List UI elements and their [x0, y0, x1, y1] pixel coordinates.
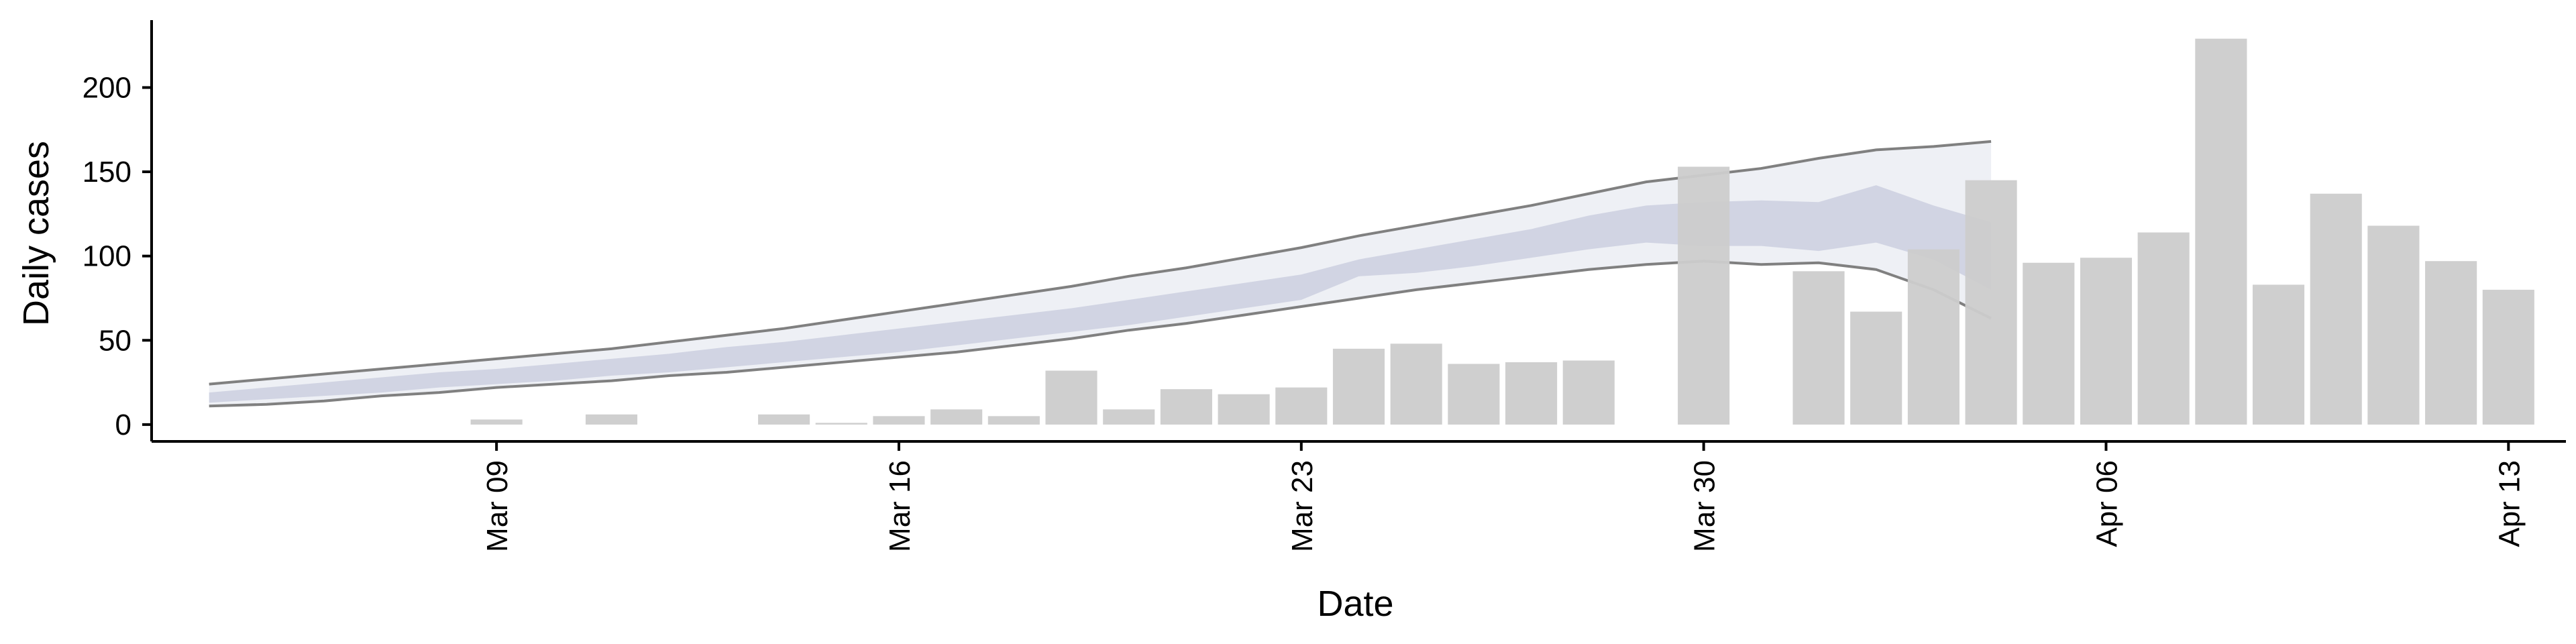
bar: [585, 414, 638, 425]
bar: [2137, 232, 2190, 425]
bar: [1907, 249, 1960, 425]
y-tick-label: 0: [115, 409, 131, 441]
x-tick-label: Mar 09: [481, 460, 514, 552]
bar: [1275, 387, 1328, 425]
bar: [1850, 311, 1902, 425]
bar: [1965, 180, 2017, 425]
x-tick-label: Apr 06: [2090, 460, 2123, 547]
bar: [1332, 348, 1385, 425]
x-tick-label: Mar 16: [883, 460, 916, 552]
y-tick-label: 200: [83, 71, 131, 104]
bar: [815, 423, 867, 425]
inner-projection-band: [209, 185, 1992, 403]
bar: [1792, 271, 1845, 425]
bar: [2310, 193, 2362, 425]
bar: [2252, 284, 2305, 425]
bar: [987, 416, 1040, 425]
bar: [1218, 394, 1270, 425]
bar: [1678, 166, 1730, 425]
bar: [1448, 364, 1500, 425]
bar: [2195, 38, 2247, 425]
bar: [2482, 289, 2534, 425]
x-tick-label: Mar 23: [1286, 460, 1319, 552]
y-tick-label: 50: [99, 324, 131, 357]
bar: [930, 409, 983, 425]
daily-cases-bars: [470, 38, 2534, 425]
y-axis-title: Daily cases: [16, 141, 56, 326]
bar: [1045, 370, 1097, 425]
bar: [1103, 409, 1155, 425]
bar: [2080, 258, 2133, 425]
bar: [2425, 261, 2477, 425]
bar: [470, 419, 523, 425]
bar: [1390, 343, 1442, 425]
bar: [1160, 389, 1212, 425]
x-tick-label: Apr 13: [2493, 460, 2526, 547]
bar: [1505, 362, 1558, 425]
bar: [758, 414, 810, 425]
x-tick-label: Mar 30: [1688, 460, 1721, 552]
y-tick-label: 150: [83, 156, 131, 189]
y-tick-label: 100: [83, 240, 131, 273]
axes: 0 50 100 150 200 Mar 09 Mar 16 Mar 23 Mar 30 Apr …: [83, 20, 2566, 552]
bar: [2023, 262, 2075, 425]
bar: [2367, 225, 2420, 425]
bar: [1562, 360, 1615, 425]
outer-projection-band: [209, 141, 1992, 407]
x-axis-title: Date: [1317, 584, 1393, 624]
bar: [873, 416, 925, 425]
